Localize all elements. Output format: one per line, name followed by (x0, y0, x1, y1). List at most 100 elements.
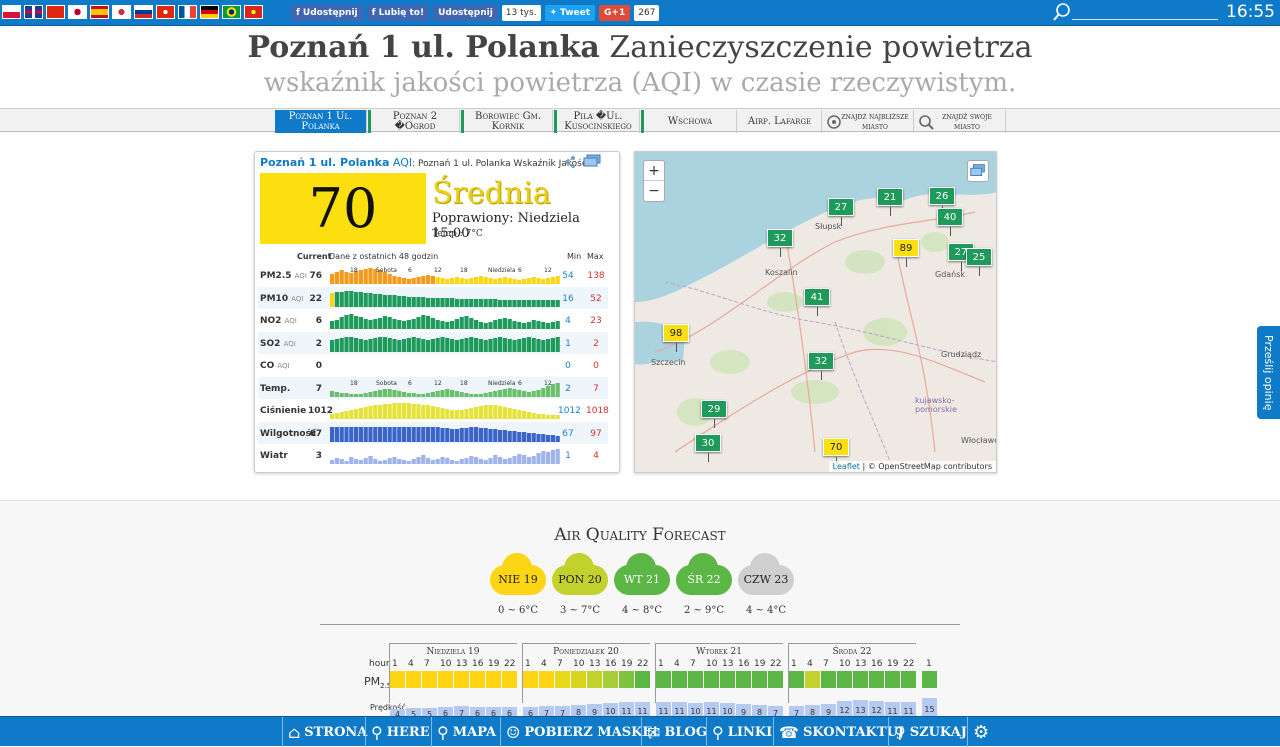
zoom-out-button[interactable]: − (648, 183, 660, 199)
pm25-forecast-cell[interactable] (470, 671, 485, 688)
pm25-forecast-cell[interactable] (390, 671, 405, 688)
tab-poznan-1[interactable]: Poznan 1 Ul. Polanka (275, 110, 367, 133)
layers-icon[interactable] (967, 160, 989, 182)
pm25-forecast-cell[interactable] (901, 671, 916, 688)
pm25-forecast-cell[interactable] (869, 671, 884, 688)
history-bar (349, 393, 354, 397)
pm25-forecast-cell[interactable] (438, 671, 453, 688)
find-nearest-button[interactable]: znajdź najbliższe miasto (822, 110, 914, 133)
pm25-forecast-cell[interactable] (672, 671, 687, 688)
share-icon[interactable] (564, 156, 576, 168)
forecast-day-cloud[interactable]: NIE 19 (490, 553, 546, 597)
layers-icon[interactable] (583, 154, 601, 168)
bottom-nav-strona[interactable]: ⌂ STRONA (282, 717, 367, 747)
flag-pl-icon[interactable] (2, 5, 21, 19)
feedback-button[interactable]: Prześlij opinię (1257, 326, 1280, 419)
flag-fr-icon[interactable] (178, 5, 197, 19)
bottom-nav-skontaktuj[interactable]: ☎ SKONTAKTUJ (773, 717, 904, 747)
flag-br-icon[interactable] (222, 5, 241, 19)
station-marker[interactable]: 89 (893, 239, 919, 267)
pm25-forecast-cell[interactable] (752, 671, 767, 688)
pm25-forecast-cell[interactable] (853, 671, 868, 688)
pm25-forecast-cell[interactable] (768, 671, 783, 688)
pm25-forecast-cell[interactable] (688, 671, 703, 688)
card-title-link[interactable]: Poznań 1 ul. Polanka (260, 156, 390, 169)
forecast-day-cloud[interactable]: WT 21 (614, 553, 670, 597)
tab-poznan-2[interactable]: Poznan 2 �Ogrod (368, 110, 460, 133)
station-marker[interactable]: 40 (937, 208, 963, 236)
flag-kr-icon[interactable] (112, 5, 131, 19)
history-bar (526, 432, 531, 442)
tweet-button[interactable]: ✦ Tweet (544, 5, 596, 21)
bottom-nav-blog[interactable]: ✉ BLOG (641, 717, 707, 747)
pm25-forecast-cell[interactable] (406, 671, 421, 688)
tab-wschowa[interactable]: Wschowa (641, 110, 737, 133)
pm25-forecast-cell[interactable] (619, 671, 634, 688)
zoom-in-button[interactable]: + (644, 161, 664, 181)
flag-de-icon[interactable] (200, 5, 219, 19)
station-marker[interactable]: 21 (877, 188, 903, 216)
station-marker[interactable]: 27 (828, 198, 854, 226)
pm25-forecast-cell[interactable] (885, 671, 900, 688)
flag-es-icon[interactable] (90, 5, 109, 19)
flag-vn-icon[interactable] (244, 5, 263, 19)
station-marker[interactable]: 30 (695, 434, 721, 462)
bottom-nav-mapa[interactable]: ⚲ MAPA (431, 717, 496, 747)
pm25-forecast-cell[interactable] (704, 671, 719, 688)
pm25-forecast-cell[interactable] (502, 671, 517, 688)
history-bar (402, 321, 407, 329)
pm25-forecast-cell[interactable] (571, 671, 586, 688)
pm25-forecast-cell[interactable] (821, 671, 836, 688)
forecast-day-cloud[interactable]: ŚR 22 (676, 553, 732, 597)
flag-jp-icon[interactable] (68, 5, 87, 19)
station-map[interactable]: + − Słupsk Koszalin Szczecin Gdańsk Grudziąd… (634, 151, 997, 473)
pm25-forecast-cell[interactable] (736, 671, 751, 688)
gplus-button[interactable]: G+1 (599, 5, 631, 21)
bottom-nav-szukaj[interactable]: ⚲ SZUKAJ (888, 717, 967, 747)
settings-button[interactable]: ⚙ (967, 717, 989, 747)
station-marker[interactable]: 29 (701, 400, 727, 428)
history-bar (469, 318, 474, 329)
share-button[interactable]: Udostępnij (433, 5, 498, 21)
pm25-forecast-cell[interactable] (837, 671, 852, 688)
flag-uk-icon[interactable] (24, 5, 43, 19)
pm25-forecast-cell[interactable] (656, 671, 671, 688)
pm25-forecast-cell[interactable] (720, 671, 735, 688)
pm25-forecast-cell[interactable] (635, 671, 650, 688)
bottom-nav-pobierzmask[interactable]: ☺ POBIERZ MASKĘ! (500, 717, 658, 747)
tab-lafarge[interactable]: Airp. Lafarge (738, 110, 822, 133)
pm25-forecast-cell[interactable] (422, 671, 437, 688)
station-marker[interactable]: 32 (767, 229, 793, 257)
bottom-nav-linki[interactable]: ⚲ LINKI (706, 717, 772, 747)
pm25-forecast-cell[interactable] (523, 671, 538, 688)
station-marker[interactable]: 98 (663, 324, 689, 352)
pm25-forecast-cell[interactable] (789, 671, 804, 688)
bottom-nav-here[interactable]: ⚲ HERE (365, 717, 430, 747)
find-city-button[interactable]: znajdź swoje miasto (914, 110, 1006, 133)
facebook-share-button[interactable]: f Udostępnij (291, 5, 363, 21)
pm25-forecast-cell[interactable] (603, 671, 618, 688)
pm25-forecast-cell[interactable] (922, 671, 937, 688)
tab-borowiec[interactable]: Borowiec Gm. Kornik (461, 110, 553, 133)
pm25-forecast-cell[interactable] (539, 671, 554, 688)
flag-hk-icon[interactable] (156, 5, 175, 19)
forecast-day-cloud[interactable]: PON 20 (552, 553, 608, 597)
station-marker[interactable]: 41 (804, 288, 830, 316)
pm25-forecast-cell[interactable] (805, 671, 820, 688)
tab-pila[interactable]: Pila �Ul. Kusocinskiego (554, 110, 640, 133)
forecast-day-cloud[interactable]: CZW 23 (738, 553, 794, 597)
history-bar (483, 427, 488, 442)
pm25-forecast-cell[interactable] (486, 671, 501, 688)
flag-cn-icon[interactable] (46, 5, 65, 19)
pm25-forecast-cell[interactable] (555, 671, 570, 688)
pm25-forecast-cell[interactable] (587, 671, 602, 688)
station-marker[interactable]: 70 (823, 438, 849, 466)
leaflet-link[interactable]: Leaflet (832, 462, 860, 471)
station-marker[interactable]: 32 (808, 352, 834, 380)
pm25-forecast-cell[interactable] (454, 671, 469, 688)
search-input[interactable] (1052, 2, 1218, 22)
flag-ru-icon[interactable] (134, 5, 153, 19)
station-marker[interactable]: 26 (929, 187, 955, 215)
facebook-like-button[interactable]: f Lubię to! (366, 5, 430, 21)
station-marker[interactable]: 25 (966, 248, 992, 276)
